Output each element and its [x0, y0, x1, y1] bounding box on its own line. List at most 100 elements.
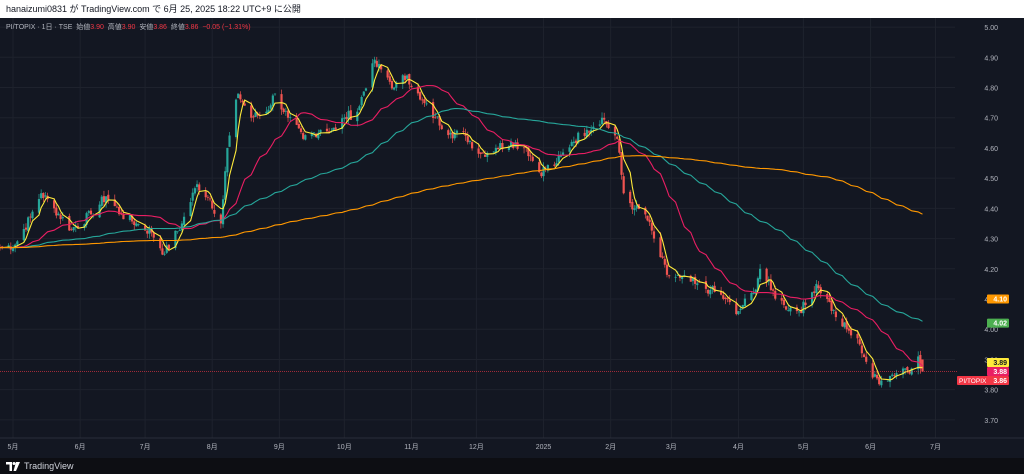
candle-body [159, 238, 162, 249]
candle-body [479, 152, 482, 154]
candle-body [193, 188, 196, 194]
candle-body [834, 311, 837, 318]
tradingview-logo[interactable]: TradingView [6, 458, 74, 474]
candle-body [189, 202, 192, 217]
candle-body [577, 132, 580, 144]
candle-body [390, 80, 394, 89]
candle-body [466, 136, 469, 143]
candle-body [213, 209, 216, 214]
candle-body [585, 129, 588, 138]
candle-body [767, 280, 770, 282]
high-value: 3.90 [121, 24, 136, 31]
candle-body [265, 111, 268, 114]
candle-body [286, 110, 290, 118]
moving-average-line-2 [0, 84, 923, 367]
candle-body [182, 216, 186, 225]
candle-body [832, 310, 835, 311]
candle-body [280, 94, 283, 110]
candle-body [880, 380, 883, 386]
candle-body [492, 151, 495, 153]
candle-body [434, 117, 437, 119]
candle-body [904, 368, 907, 370]
ohlc-legend: PI/TOPIX · 1日 · TSE 始値3.90 高値3.90 安値3.86… [6, 22, 251, 32]
candle-body [830, 300, 833, 311]
candle-body [449, 132, 452, 135]
candle-body [787, 310, 790, 312]
candle-body [501, 142, 504, 150]
candle-body [105, 196, 108, 204]
candle-body [494, 147, 498, 153]
tradingview-logo-icon [6, 461, 20, 471]
candle-body [128, 214, 132, 220]
candle-body [198, 184, 201, 191]
candle-body [211, 200, 214, 209]
candle-body [826, 294, 829, 300]
candle-body [737, 311, 740, 315]
candle-body [61, 217, 64, 219]
candle-body [130, 215, 134, 222]
candle-body [759, 268, 762, 280]
candle-body [739, 308, 742, 311]
candle-body [163, 253, 166, 255]
candle-body [57, 213, 60, 216]
candle-body [118, 207, 121, 215]
candle-body [557, 155, 560, 163]
candle-body [89, 210, 93, 215]
y-tick-label: 4.00 [984, 327, 998, 334]
candle-body [191, 192, 194, 201]
price-label-box [987, 318, 1009, 328]
candle-body [341, 118, 344, 129]
candle-body [735, 303, 738, 315]
candle-body [871, 363, 874, 378]
candle-body [380, 65, 383, 70]
price-label-box [957, 375, 1009, 385]
candle-body [440, 125, 443, 130]
candle-body [694, 276, 697, 284]
candle-body [815, 283, 818, 294]
moving-average-line-1 [0, 63, 923, 381]
candle-body [527, 147, 530, 157]
candle-body [531, 156, 534, 161]
candle-body [451, 132, 454, 139]
price-chart[interactable]: 5.00 4.90 4.80 4.70 4.60 4.50 4.40 4.30 4.20 4.10… [0, 18, 1024, 458]
candle-body [919, 354, 922, 369]
candle-body [616, 136, 619, 139]
y-tick-label: 4.60 [984, 146, 998, 153]
candle-body [572, 141, 575, 144]
candle-body [468, 141, 472, 142]
candle-body [310, 132, 313, 137]
candle-body [410, 85, 413, 88]
candle-body [860, 345, 863, 354]
candle-body [421, 99, 424, 101]
candle-body [377, 63, 381, 68]
candle-body [817, 285, 820, 289]
candle-body [325, 128, 329, 132]
candle-body [334, 127, 337, 130]
candle-body [239, 94, 242, 100]
candle-body [271, 95, 274, 107]
candle-body [483, 154, 487, 157]
candle-body [722, 295, 725, 299]
candle-body [676, 275, 679, 277]
candle-body [553, 164, 556, 166]
change-value: −0.05 (−1.31%) [202, 24, 251, 31]
y-tick-label: 4.80 [984, 85, 998, 92]
candle-body [856, 334, 859, 339]
x-tick-label: 2月 [605, 443, 616, 451]
candle-body [752, 292, 755, 294]
candle-body [256, 113, 259, 116]
candle-body [332, 127, 335, 131]
candle-body [875, 374, 879, 379]
candle-body [161, 248, 164, 255]
candle-body [42, 192, 45, 199]
chart-frame[interactable]: 5.00 4.90 4.80 4.70 4.60 4.50 4.40 4.30 4.20 4.10… [0, 18, 1024, 458]
candle-body [40, 193, 43, 199]
candle-body [865, 356, 868, 362]
footer-bar: TradingView [0, 458, 1024, 474]
candle-body [782, 299, 786, 306]
low-value: 3.86 [153, 24, 167, 31]
candle-body [665, 264, 669, 275]
x-tick-label: 8月 [207, 443, 218, 451]
candle-body [906, 366, 909, 371]
candle-body [681, 275, 684, 280]
